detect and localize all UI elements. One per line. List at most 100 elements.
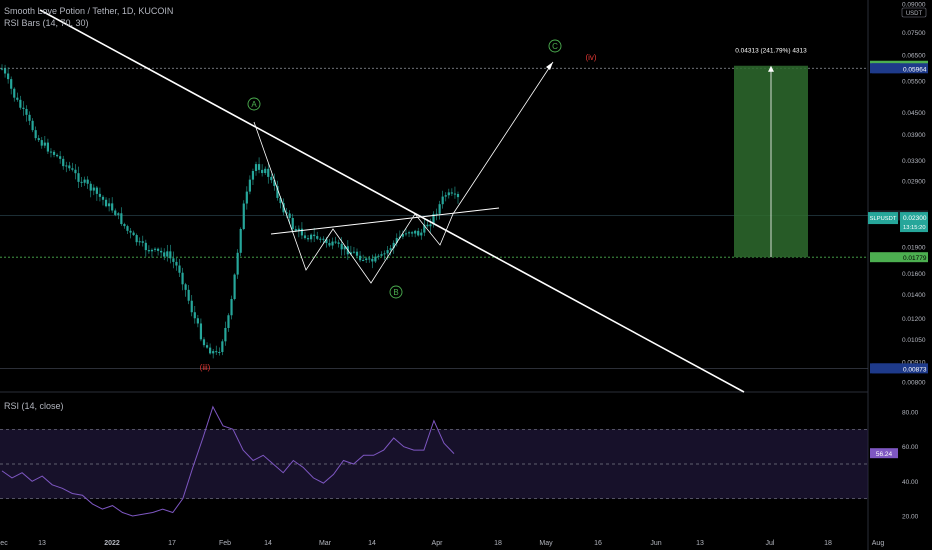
current-price-label: 0.02300 xyxy=(903,215,927,222)
time-axis-label: 14 xyxy=(368,540,376,547)
symbol-legend[interactable]: Smooth Love Potion / Tether, 1D, KUCOIN xyxy=(4,6,174,16)
candle-body xyxy=(288,213,291,218)
wave-label-iii: (iii) xyxy=(200,363,211,372)
candle-body xyxy=(438,204,441,214)
candle-body xyxy=(325,239,328,244)
time-axis-label: 18 xyxy=(494,540,502,547)
candle-body xyxy=(236,252,239,275)
candle-body xyxy=(108,203,111,207)
candle-body xyxy=(386,250,389,254)
candle-body xyxy=(55,154,59,157)
candle-body xyxy=(429,224,432,227)
candle-body xyxy=(196,318,199,324)
candle-body xyxy=(169,251,172,259)
candle-body xyxy=(95,187,98,194)
candle-body xyxy=(227,315,230,328)
candle-body xyxy=(371,258,374,262)
candle-body xyxy=(362,260,365,262)
candle-body xyxy=(3,68,7,74)
candle-body xyxy=(410,232,414,234)
price-axis-tick-label: 0.01200 xyxy=(902,316,926,323)
candle-body xyxy=(267,168,270,177)
time-axis-label: Jun xyxy=(650,540,661,547)
currency-label: USDT xyxy=(906,11,923,17)
candle-body xyxy=(117,213,120,215)
symbol-tag: SLPUSDT xyxy=(870,216,897,222)
candle-body xyxy=(111,203,114,211)
candle-body xyxy=(251,171,255,180)
candle-body xyxy=(392,242,395,249)
time-axis-label: 13 xyxy=(38,540,46,547)
candle-body xyxy=(104,199,108,207)
rsi-axis-tick-label: 20.00 xyxy=(902,514,919,521)
candle-body xyxy=(120,213,123,225)
candle-body xyxy=(199,323,203,340)
candle-body xyxy=(358,255,362,261)
rsi-line xyxy=(1,405,455,517)
candle-body xyxy=(377,255,380,257)
candle-body xyxy=(52,151,56,155)
price-axis-tick-label: 0.01900 xyxy=(902,244,926,251)
candle-body xyxy=(404,233,408,235)
candle-body xyxy=(414,230,417,234)
candle-body xyxy=(245,191,248,204)
candle-body xyxy=(401,234,405,237)
candle-body xyxy=(444,195,447,197)
indicator-legend[interactable]: RSI Bars (14, 70, 30) xyxy=(4,18,89,28)
rsi-axis-tick-label: 40.00 xyxy=(902,479,919,486)
rsi-legend[interactable]: RSI (14, close) xyxy=(4,401,64,411)
candle-body xyxy=(138,241,141,243)
wave-label-c: C xyxy=(552,42,558,51)
candle-body xyxy=(294,229,297,231)
candle-body xyxy=(92,187,95,191)
candle-body xyxy=(423,224,426,233)
symbol-tag-bg xyxy=(868,212,898,225)
candle-body xyxy=(349,252,352,255)
candle-body xyxy=(306,238,310,240)
candle-body xyxy=(322,238,325,240)
candle-body xyxy=(34,130,37,139)
candle-body xyxy=(65,165,68,167)
candle-body xyxy=(300,228,304,236)
candle-body xyxy=(230,299,233,316)
candle-body xyxy=(83,179,86,183)
candle-body xyxy=(270,176,273,181)
candle-body xyxy=(49,151,53,153)
wave-label-circle xyxy=(548,39,562,53)
candle-body xyxy=(221,341,224,353)
wave-projection-path xyxy=(253,61,554,284)
candle-body xyxy=(153,248,157,250)
box-bottom-price-label: 0.01779 xyxy=(903,255,927,262)
wave-label-circle xyxy=(247,97,261,111)
box-change-label: 0.04313 (241.79%) 4313 xyxy=(735,48,807,55)
current-price-bg xyxy=(900,212,928,233)
candle-body xyxy=(135,235,138,243)
candle-body xyxy=(279,197,282,204)
rsi-value-label: 56.24 xyxy=(876,451,893,458)
candle-body xyxy=(172,258,175,262)
time-axis-label: 14 xyxy=(264,540,272,547)
candle-body xyxy=(340,243,343,250)
descending-trendline xyxy=(39,9,745,393)
candle-body xyxy=(337,242,340,244)
candle-body xyxy=(261,169,264,174)
candle-body xyxy=(209,347,212,354)
price-axis-tick-label: 0.01600 xyxy=(902,271,926,278)
candle-body xyxy=(31,120,34,131)
candle-body xyxy=(407,232,411,234)
candle-body xyxy=(62,158,65,167)
candle-body xyxy=(0,68,4,70)
time-axis-label: Feb xyxy=(219,540,231,547)
candle-body xyxy=(343,246,346,250)
candle-body xyxy=(101,196,105,200)
candle-body xyxy=(447,192,450,196)
candle-body xyxy=(74,169,77,174)
candle-body xyxy=(175,261,178,266)
candle-body xyxy=(420,232,423,236)
price-axis-tick-label: 0.00800 xyxy=(902,380,926,387)
candle-body xyxy=(43,142,46,146)
candle-body xyxy=(80,181,83,183)
price-axis-tick-label: 0.03300 xyxy=(902,158,926,165)
candles-group xyxy=(0,64,460,359)
